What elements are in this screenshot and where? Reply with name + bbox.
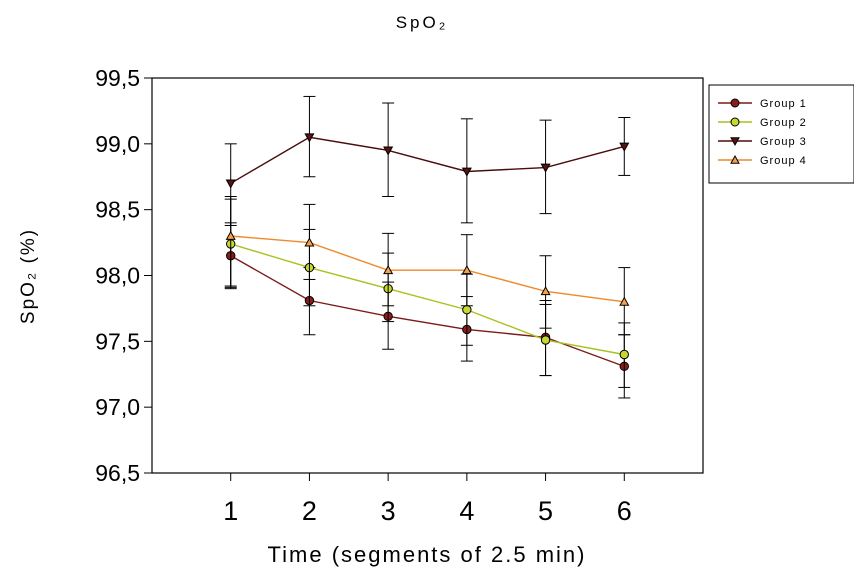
data-point bbox=[540, 286, 551, 296]
data-point bbox=[304, 237, 315, 247]
legend-marker bbox=[730, 137, 740, 147]
x-axis: 1 2 3 4 5 6 bbox=[223, 473, 632, 526]
data-point bbox=[461, 265, 472, 275]
data-point bbox=[383, 146, 394, 156]
series-line bbox=[230, 255, 625, 368]
legend-marker bbox=[730, 98, 740, 108]
legend-marker bbox=[730, 154, 740, 164]
data-point bbox=[462, 305, 472, 315]
data-point bbox=[304, 133, 315, 143]
y-tick-label: 97,0 bbox=[95, 394, 140, 420]
series-line bbox=[230, 136, 625, 184]
data-point bbox=[619, 296, 630, 306]
y-axis: 96,5 97,0 97,5 98,0 98,5 99,0 99,5 bbox=[95, 65, 152, 486]
x-tick-label: 1 bbox=[223, 496, 238, 526]
plot-area bbox=[151, 77, 704, 474]
x-tick-label: 6 bbox=[617, 496, 632, 526]
y-tick-label: 99,0 bbox=[95, 131, 140, 157]
data-point bbox=[540, 335, 551, 345]
legend: Group 1 Group 2 Group 3 Group 4 bbox=[708, 84, 854, 184]
legend-label: Group 2 bbox=[760, 117, 807, 129]
data-point bbox=[461, 167, 472, 177]
x-tick-label: 5 bbox=[538, 496, 553, 526]
series-layer bbox=[224, 95, 631, 399]
data-point bbox=[619, 349, 629, 360]
y-axis-label: SpO₂ (%) bbox=[18, 228, 39, 324]
series-4 bbox=[224, 196, 631, 336]
y-tick-label: 98,5 bbox=[95, 197, 140, 223]
y-tick-label: 99,5 bbox=[95, 65, 140, 91]
legend-marker bbox=[730, 117, 740, 127]
chart-title: SpO₂ bbox=[396, 13, 449, 32]
y-tick-label: 98,0 bbox=[95, 263, 140, 289]
y-tick-label: 96,5 bbox=[95, 460, 140, 486]
data-point bbox=[225, 179, 236, 189]
series-3 bbox=[224, 95, 631, 226]
x-axis-label: Time (segments of 2.5 min) bbox=[268, 542, 587, 567]
legend-label: Group 1 bbox=[760, 98, 807, 110]
series-line bbox=[230, 235, 625, 303]
series-2 bbox=[224, 198, 631, 388]
x-tick-label: 3 bbox=[381, 496, 396, 526]
x-tick-label: 2 bbox=[302, 496, 317, 526]
data-point bbox=[540, 163, 551, 173]
data-point bbox=[383, 265, 394, 275]
x-tick-label: 4 bbox=[459, 496, 474, 526]
data-point bbox=[619, 142, 630, 152]
series-line bbox=[230, 243, 625, 356]
series-1 bbox=[224, 222, 631, 399]
legend-label: Group 3 bbox=[760, 136, 807, 148]
y-tick-label: 97,5 bbox=[95, 328, 140, 354]
data-point bbox=[225, 230, 236, 240]
legend-label: Group 4 bbox=[760, 155, 807, 167]
